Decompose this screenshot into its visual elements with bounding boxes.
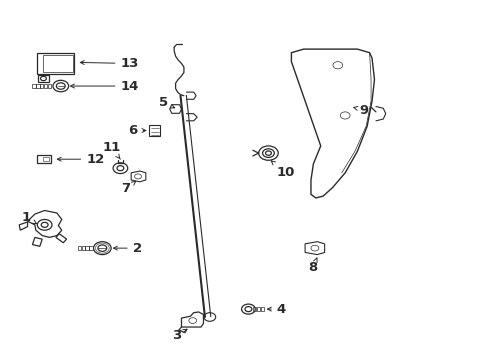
Text: 7: 7 bbox=[121, 181, 136, 195]
Text: 4: 4 bbox=[268, 303, 286, 316]
Text: 6: 6 bbox=[128, 124, 146, 137]
Text: 8: 8 bbox=[308, 258, 318, 274]
Bar bbox=[37, 155, 50, 163]
Bar bbox=[261, 307, 264, 311]
Bar bbox=[38, 75, 49, 82]
Text: 14: 14 bbox=[71, 80, 139, 93]
Bar bbox=[44, 84, 48, 88]
Bar bbox=[36, 84, 40, 88]
Bar bbox=[43, 157, 49, 161]
Bar bbox=[149, 126, 160, 135]
Bar bbox=[37, 53, 74, 74]
Bar bbox=[85, 246, 89, 251]
Bar bbox=[77, 246, 81, 251]
Bar bbox=[81, 246, 85, 251]
Text: 13: 13 bbox=[80, 57, 139, 70]
Text: 2: 2 bbox=[114, 242, 142, 255]
Text: 1: 1 bbox=[22, 211, 37, 224]
Text: 5: 5 bbox=[159, 96, 174, 109]
Text: 12: 12 bbox=[57, 153, 104, 166]
Bar bbox=[40, 84, 44, 88]
Text: 3: 3 bbox=[172, 329, 187, 342]
Text: 11: 11 bbox=[102, 141, 121, 159]
Bar bbox=[89, 246, 93, 251]
Text: 10: 10 bbox=[271, 161, 295, 179]
Bar bbox=[257, 307, 260, 311]
Text: 9: 9 bbox=[354, 104, 369, 117]
Bar bbox=[48, 84, 51, 88]
Bar bbox=[32, 84, 36, 88]
Bar bbox=[43, 55, 73, 72]
Bar bbox=[253, 307, 256, 311]
